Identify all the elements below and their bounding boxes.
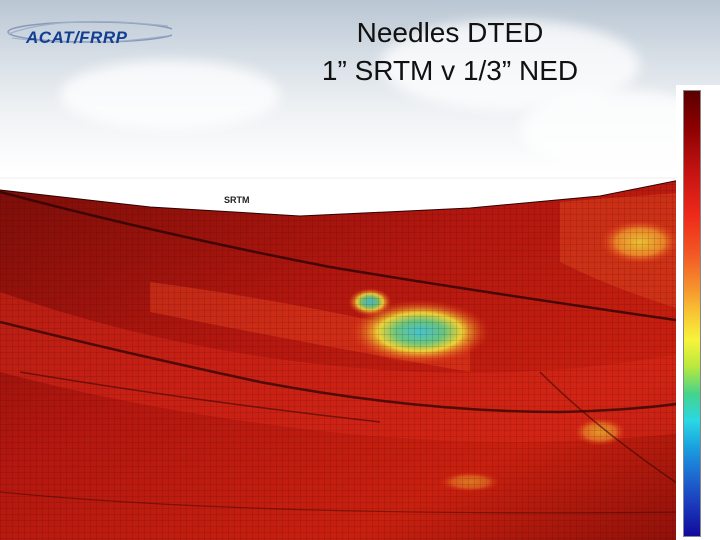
acat-frrp-logo: ACAT/FRRP bbox=[2, 8, 177, 56]
title-line-2: 1” SRTM v 1/3” NED bbox=[321, 55, 579, 86]
title-line-1: Needles DTED bbox=[356, 17, 544, 48]
logo-text: ACAT/FRRP bbox=[26, 28, 128, 47]
page-title: Needles DTED 1” SRTM v 1/3” NED bbox=[240, 14, 660, 90]
terrain-plot bbox=[0, 172, 690, 540]
srtm-panel-label: SRTM bbox=[224, 195, 250, 205]
colorbar-scale bbox=[683, 90, 701, 537]
slide-header: ACAT/FRRP Needles DTED 1” SRTM v 1/3” NE… bbox=[0, 0, 720, 95]
